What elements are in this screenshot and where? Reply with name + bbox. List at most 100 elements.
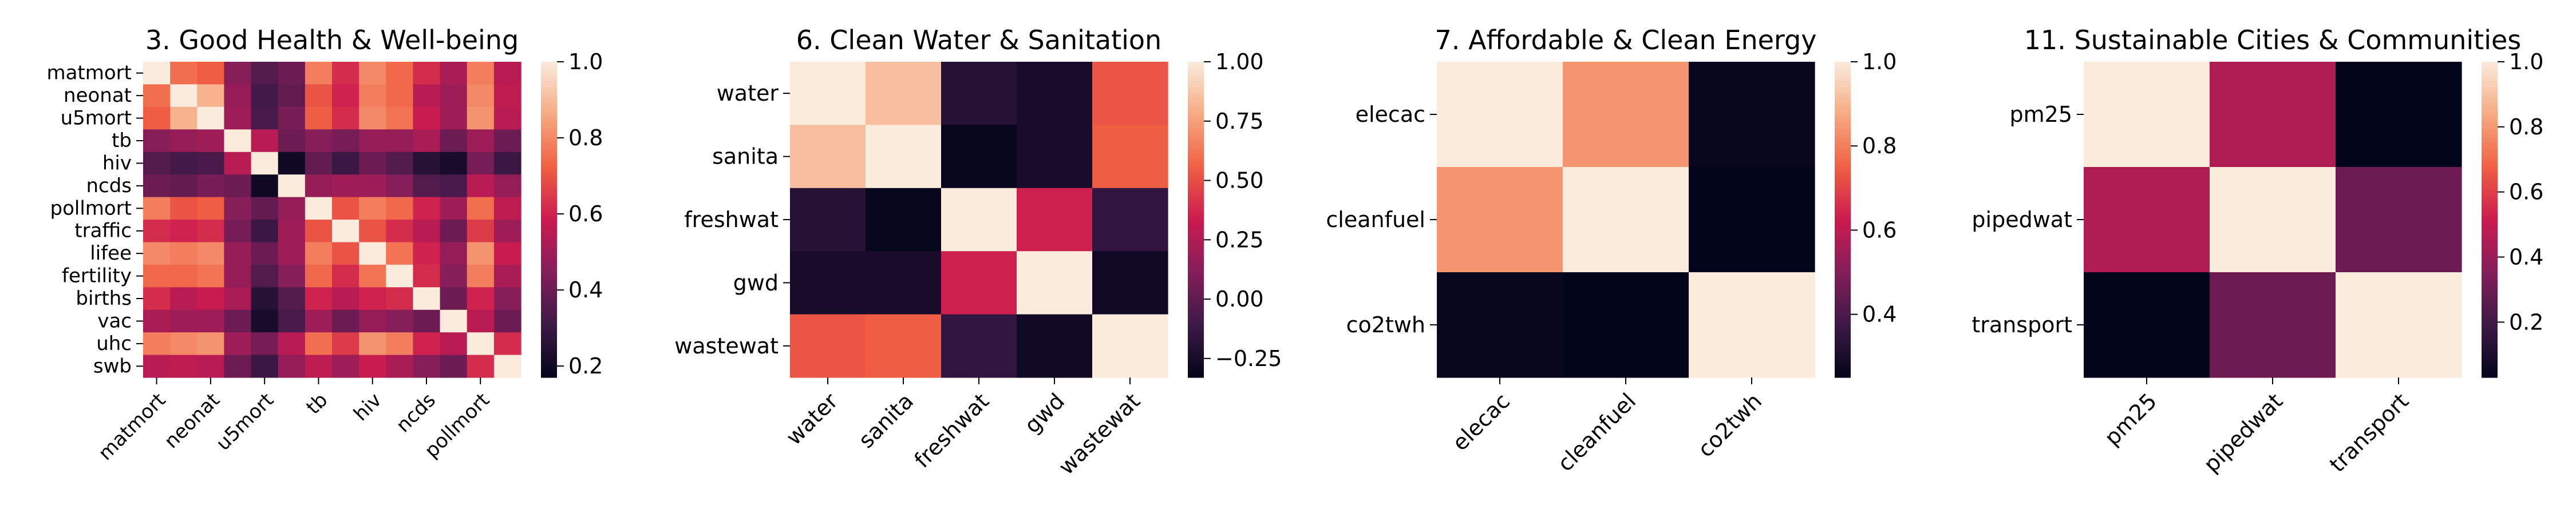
colorbar-tick-label: 0.6 <box>1862 217 1897 242</box>
heatmap-cell <box>866 125 942 189</box>
colorbar-segment <box>1188 115 1204 119</box>
row-label: hiv <box>102 152 132 174</box>
row-label: pipedwat <box>1971 207 2072 232</box>
colorbar-segment <box>1188 283 1204 287</box>
colorbar-segment <box>541 175 557 179</box>
heatmap-cell <box>2084 272 2210 378</box>
colorbar-segment <box>1188 71 1204 75</box>
colorbar-segment <box>1188 62 1204 66</box>
colorbar-tick-label: 1.00 <box>1215 49 1264 74</box>
heatmap-cell <box>143 242 171 265</box>
colorbar-segment <box>1188 128 1204 132</box>
heatmap-cell <box>2210 272 2336 378</box>
col-label: pm25 <box>2100 388 2162 451</box>
colorbar-segment <box>1835 81 1851 85</box>
colorbar-segment <box>1835 361 1851 365</box>
colorbar-segment <box>2482 102 2498 106</box>
colorbar-segment <box>2482 156 2498 160</box>
colorbar-segment <box>541 194 557 198</box>
colorbar-segment <box>1835 222 1851 226</box>
heatmap-cell <box>866 62 942 125</box>
colorbar-segment <box>2482 333 2498 337</box>
colorbar-segment <box>541 112 557 116</box>
colorbar-segment <box>2482 248 2498 252</box>
colorbar-segment <box>1835 128 1851 132</box>
col-label: ncds <box>392 389 440 438</box>
heatmap-cell <box>467 62 495 85</box>
heatmap-cell <box>197 106 225 130</box>
colorbar-segment <box>2482 368 2498 372</box>
row-label: sanita <box>712 144 779 169</box>
colorbar-segment <box>2482 175 2498 179</box>
colorbar-segment <box>1188 206 1204 211</box>
colorbar-segment <box>1835 254 1851 258</box>
colorbar-segment <box>541 301 557 305</box>
colorbar-segment <box>2482 131 2498 135</box>
heatmap-cell <box>251 355 279 378</box>
colorbar-segment <box>541 188 557 192</box>
colorbar-segment <box>2482 141 2498 145</box>
colorbar-segment <box>541 320 557 324</box>
colorbar-segment <box>1188 83 1204 88</box>
heatmap-cell <box>143 84 171 108</box>
heatmap-cell <box>440 62 468 85</box>
colorbar-segment <box>1835 276 1851 280</box>
heatmap-cell <box>359 220 386 243</box>
chart-title: 11. Sustainable Cities & Communities <box>2024 25 2522 55</box>
colorbar-segment <box>1188 112 1204 116</box>
colorbar-segment <box>1188 96 1204 100</box>
colorbar-segment <box>2482 144 2498 148</box>
heatmap-cell <box>197 84 225 108</box>
heatmap-cell <box>493 355 521 378</box>
colorbar-segment <box>1835 160 1851 164</box>
heatmap-cell <box>413 242 441 265</box>
colorbar-segment <box>541 358 557 362</box>
heatmap-cell <box>1563 62 1689 168</box>
colorbar-segment <box>541 355 557 359</box>
col-label: tb <box>302 389 332 419</box>
colorbar-tick-label: 0.4 <box>1862 302 1897 327</box>
colorbar-segment <box>1835 213 1851 217</box>
heatmap-cell <box>278 332 306 356</box>
heatmap-cell <box>386 152 414 175</box>
heatmap-cell <box>2210 167 2336 273</box>
heatmap-cell <box>332 332 359 356</box>
heatmap-cell <box>1017 314 1093 378</box>
colorbar-segment <box>2482 349 2498 353</box>
colorbar-segment <box>1188 216 1204 220</box>
colorbar-segment <box>1835 150 1851 154</box>
colorbar-segment <box>1835 226 1851 230</box>
colorbar-segment <box>541 200 557 204</box>
heatmap-cell <box>305 332 333 356</box>
colorbar-segment <box>1188 299 1204 303</box>
colorbar-segment <box>1835 65 1851 69</box>
colorbar-segment <box>1835 77 1851 81</box>
colorbar-segment <box>1835 216 1851 220</box>
colorbar-segment <box>1835 206 1851 211</box>
colorbar-segment <box>541 292 557 296</box>
heatmap-cell <box>359 197 386 220</box>
colorbar-segment <box>541 364 557 369</box>
heatmap-cell <box>493 62 521 85</box>
heatmap-cell <box>467 332 495 356</box>
heatmap-cell <box>386 84 414 108</box>
colorbar-segment <box>1835 324 1851 328</box>
heatmap-cell <box>493 197 521 220</box>
heatmap-cell <box>359 106 386 130</box>
heatmap-cell <box>143 129 171 153</box>
colorbar-segment <box>541 115 557 119</box>
heatmap-cell <box>170 106 197 130</box>
colorbar-segment <box>1188 364 1204 369</box>
heatmap-cell <box>941 62 1017 125</box>
heatmap-cell <box>197 62 225 85</box>
heatmap-cell <box>386 332 414 356</box>
colorbar-segment <box>1188 241 1204 245</box>
colorbar-segment <box>1188 100 1204 104</box>
colorbar-segment <box>2482 93 2498 97</box>
colorbar-segment <box>1188 175 1204 179</box>
colorbar-segment <box>1835 267 1851 271</box>
colorbar-segment <box>1188 197 1204 201</box>
colorbar-segment <box>1188 204 1204 208</box>
colorbar-tick-label: 0.00 <box>1215 287 1264 312</box>
heatmap-cell <box>197 197 225 220</box>
